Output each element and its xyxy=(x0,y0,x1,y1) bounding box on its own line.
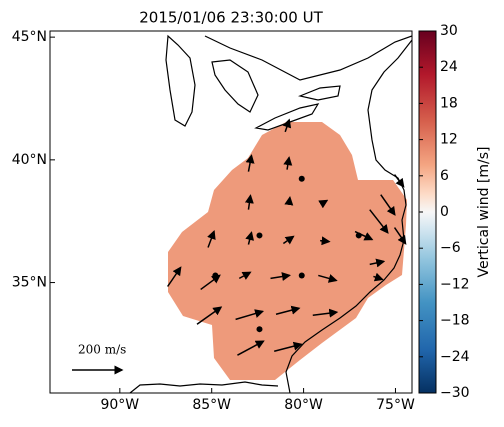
wind-vector xyxy=(284,196,294,206)
y-tick-label: 35°N xyxy=(12,275,47,291)
wind-vector xyxy=(196,306,223,325)
map-area xyxy=(129,34,412,393)
x-tick-label: 85°W xyxy=(192,397,231,413)
colorbar-tick-label: 24 xyxy=(440,59,458,75)
wind-vector xyxy=(244,194,254,210)
wind-vector xyxy=(283,156,293,170)
wind-field xyxy=(168,122,407,380)
colorbar-tick-label: 18 xyxy=(440,95,458,111)
map-title: 2015/01/06 23:30:00 UT xyxy=(139,9,323,27)
colorbar-tick-label: 0 xyxy=(440,204,449,220)
colorbar-tick-label: −12 xyxy=(440,276,470,292)
colorbar-tick-label: −30 xyxy=(440,385,470,401)
station xyxy=(212,272,219,279)
wind-vector xyxy=(318,199,329,209)
wind-vector xyxy=(270,272,291,282)
colorbar-tick-label: −24 xyxy=(440,349,470,365)
coastlines xyxy=(129,34,412,393)
wind-vector xyxy=(245,231,255,245)
wind-vector xyxy=(282,118,292,133)
station xyxy=(355,232,362,239)
wind-vector xyxy=(235,309,265,321)
colorbar-tick-label: 6 xyxy=(440,168,449,184)
map-frame xyxy=(49,30,413,394)
wind-vector xyxy=(245,154,255,172)
scale-label: 200 m/s xyxy=(78,343,126,357)
colorbar-label: Vertical wind [m/s] xyxy=(476,147,492,278)
wind-vector xyxy=(273,341,303,353)
colorbar-tick-label: −6 xyxy=(440,240,461,256)
wind-vector xyxy=(393,174,405,188)
wind-vector xyxy=(275,305,301,315)
wind-vector xyxy=(312,308,339,318)
y-tick-label: 45°N xyxy=(12,29,47,45)
x-tick-label: 80°W xyxy=(284,397,323,413)
colorbar-tick-label: −18 xyxy=(440,313,470,329)
y-tick-label: 40°N xyxy=(12,152,47,168)
station xyxy=(298,272,305,279)
wind-vector xyxy=(318,274,338,283)
wind-vector xyxy=(380,194,396,216)
colorbar-tick-label: 12 xyxy=(440,132,458,148)
wind-vector xyxy=(369,258,386,268)
wind-vector xyxy=(320,236,331,246)
wind-vector xyxy=(238,271,252,280)
wind-vector xyxy=(282,235,295,245)
wind-vector xyxy=(373,272,384,282)
x-tick-label: 90°W xyxy=(100,397,139,413)
station xyxy=(298,175,305,182)
wind-vector xyxy=(393,227,407,245)
colorbar-tick-label: 30 xyxy=(440,23,458,39)
wind-vector xyxy=(369,209,389,234)
x-tick-label: 75°W xyxy=(376,397,415,413)
wind-vector xyxy=(237,340,265,356)
station xyxy=(256,232,263,239)
station xyxy=(256,326,263,333)
wind-vector xyxy=(207,230,216,248)
wind-vector xyxy=(166,266,182,287)
